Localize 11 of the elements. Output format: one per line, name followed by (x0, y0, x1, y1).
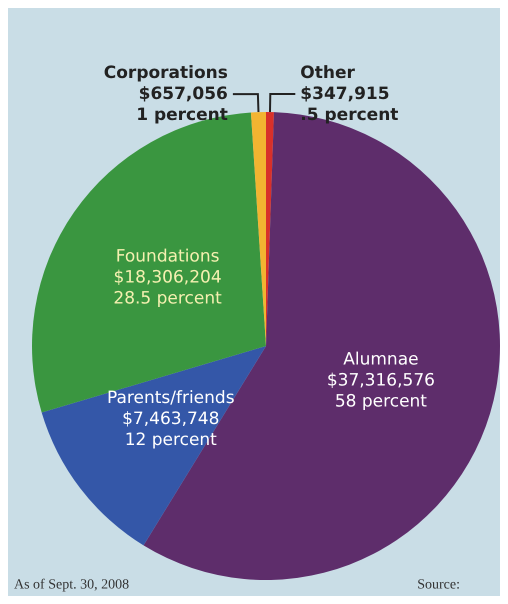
data-label: $657,056 1 percent (136, 84, 228, 126)
data-label: $18,306,204 28.5 percent (113, 267, 222, 308)
slice-label: Foundations (116, 246, 220, 266)
slice-label: Corporations (104, 63, 228, 84)
data-label: $37,316,576 58 percent (326, 370, 435, 412)
text: As of Sept. 30, 2008 (14, 578, 130, 592)
slice-label: Parents/friends (106, 388, 235, 408)
slice-label: Alumnae (343, 350, 419, 370)
source-note: Source: (417, 578, 460, 592)
slice-label: Other (300, 63, 356, 84)
data-label: $7,463,748 12 percent (122, 409, 220, 450)
